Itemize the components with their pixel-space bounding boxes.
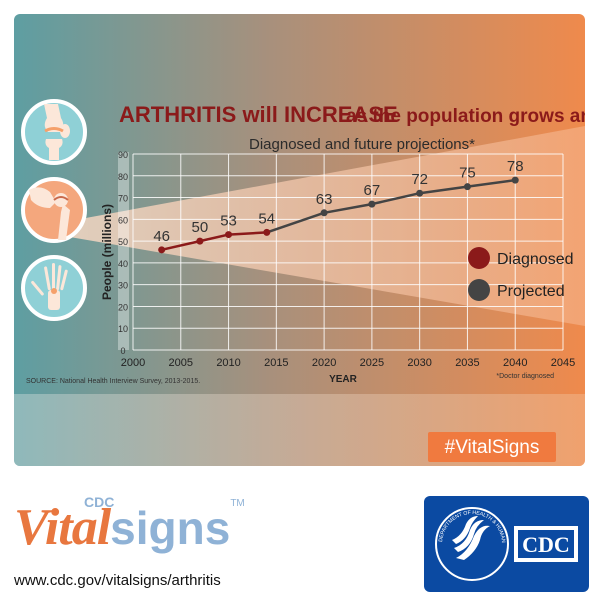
hip-xray-icon [21,177,87,243]
data-label: 67 [364,182,381,199]
data-label: 78 [507,158,524,175]
footnote: *Doctor diagnosed [496,373,554,380]
series-line-segment [419,185,468,195]
logo-cdc-small: CDC [84,494,115,510]
title-rest: as the population grows and ages [346,106,585,127]
infographic-card: ARTHRITIS will INCREASE as the populatio… [14,14,585,466]
y-tick-label: 60 [118,215,128,225]
logo-tm: TM [230,498,245,509]
cdc-logo-icon: CDC [514,526,578,562]
title-highlight: ARTHRITIS will INCREASE [119,102,398,127]
vitalsigns-logo: CDC VitalsignsTM [14,494,245,568]
header: ARTHRITIS will INCREASE as the populatio… [119,102,585,153]
logo-signs: signs [110,502,231,554]
data-label: 75 [459,165,476,182]
x-tick-label: 2000 [121,357,145,369]
legend-marker [468,247,490,269]
series-line-segment [161,239,201,252]
legend-label: Projected [497,283,565,300]
knee-xray-icon [21,99,87,165]
hashtag-badge[interactable]: #VitalSigns [428,432,556,462]
x-tick-label: 2025 [360,357,384,369]
x-tick-label: 2010 [216,357,240,369]
data-point [463,183,471,191]
y-tick-label: 30 [118,281,128,291]
legend-label: Diagnosed [497,251,574,268]
logo-vital: Vital [14,499,111,556]
data-point [196,237,204,245]
y-tick-label: 20 [118,302,128,312]
y-axis-title: People (millions) [100,204,114,300]
y-tick-label: 10 [118,324,128,334]
y-tick-label: 80 [118,172,128,182]
data-label: 50 [192,219,209,236]
x-axis-title: YEAR [329,374,358,385]
data-label: 53 [220,213,237,230]
x-tick-label: 2030 [407,357,431,369]
x-tick-label: 2005 [169,357,193,369]
source-note: SOURCE: National Health Interview Survey… [26,378,200,385]
data-point [511,176,519,184]
y-tick-label: 40 [118,259,128,269]
cdc-logo-text: CDC [522,532,570,557]
data-point [368,200,376,208]
data-point [320,209,328,217]
data-label: 63 [316,191,333,208]
series-line-segment [323,202,373,215]
y-tick-label: 90 [118,150,128,160]
data-point [158,246,166,254]
legend-marker [468,279,490,301]
y-axis-strip [118,152,129,350]
series-line-segment [266,211,325,234]
hhs-seal-icon: DEPARTMENT OF HEALTH & HUMAN SERVICES · … [424,496,509,581]
hashtag-text: #VitalSigns [445,437,540,458]
hand-xray-icon [21,255,87,321]
y-tick-label: 70 [118,194,128,204]
series-line-segment [199,233,229,243]
data-point [263,228,271,236]
data-point [225,231,233,239]
x-tick-label: 2045 [551,357,575,369]
x-tick-label: 2040 [503,357,527,369]
data-label: 72 [411,171,428,188]
series-line-segment [371,191,420,206]
data-point [416,189,424,197]
data-label: 46 [153,228,170,245]
chart-subtitle: Diagnosed and future projections* [249,136,475,153]
x-tick-label: 2035 [455,357,479,369]
website-url[interactable]: www.cdc.gov/vitalsigns/arthritis [14,572,221,589]
chart-canvas: ARTHRITIS will INCREASE as the populatio… [14,14,585,466]
series-line-segment [228,231,267,236]
series-line-segment [467,178,516,188]
xray-icons [21,99,87,321]
x-tick-label: 2015 [264,357,288,369]
y-tick-label: 0 [120,346,125,356]
data-label: 54 [258,210,275,227]
hhs-cdc-logo-block: DEPARTMENT OF HEALTH & HUMAN SERVICES · … [424,496,589,592]
x-tick-label: 2020 [312,357,336,369]
y-tick-label: 50 [118,237,128,247]
